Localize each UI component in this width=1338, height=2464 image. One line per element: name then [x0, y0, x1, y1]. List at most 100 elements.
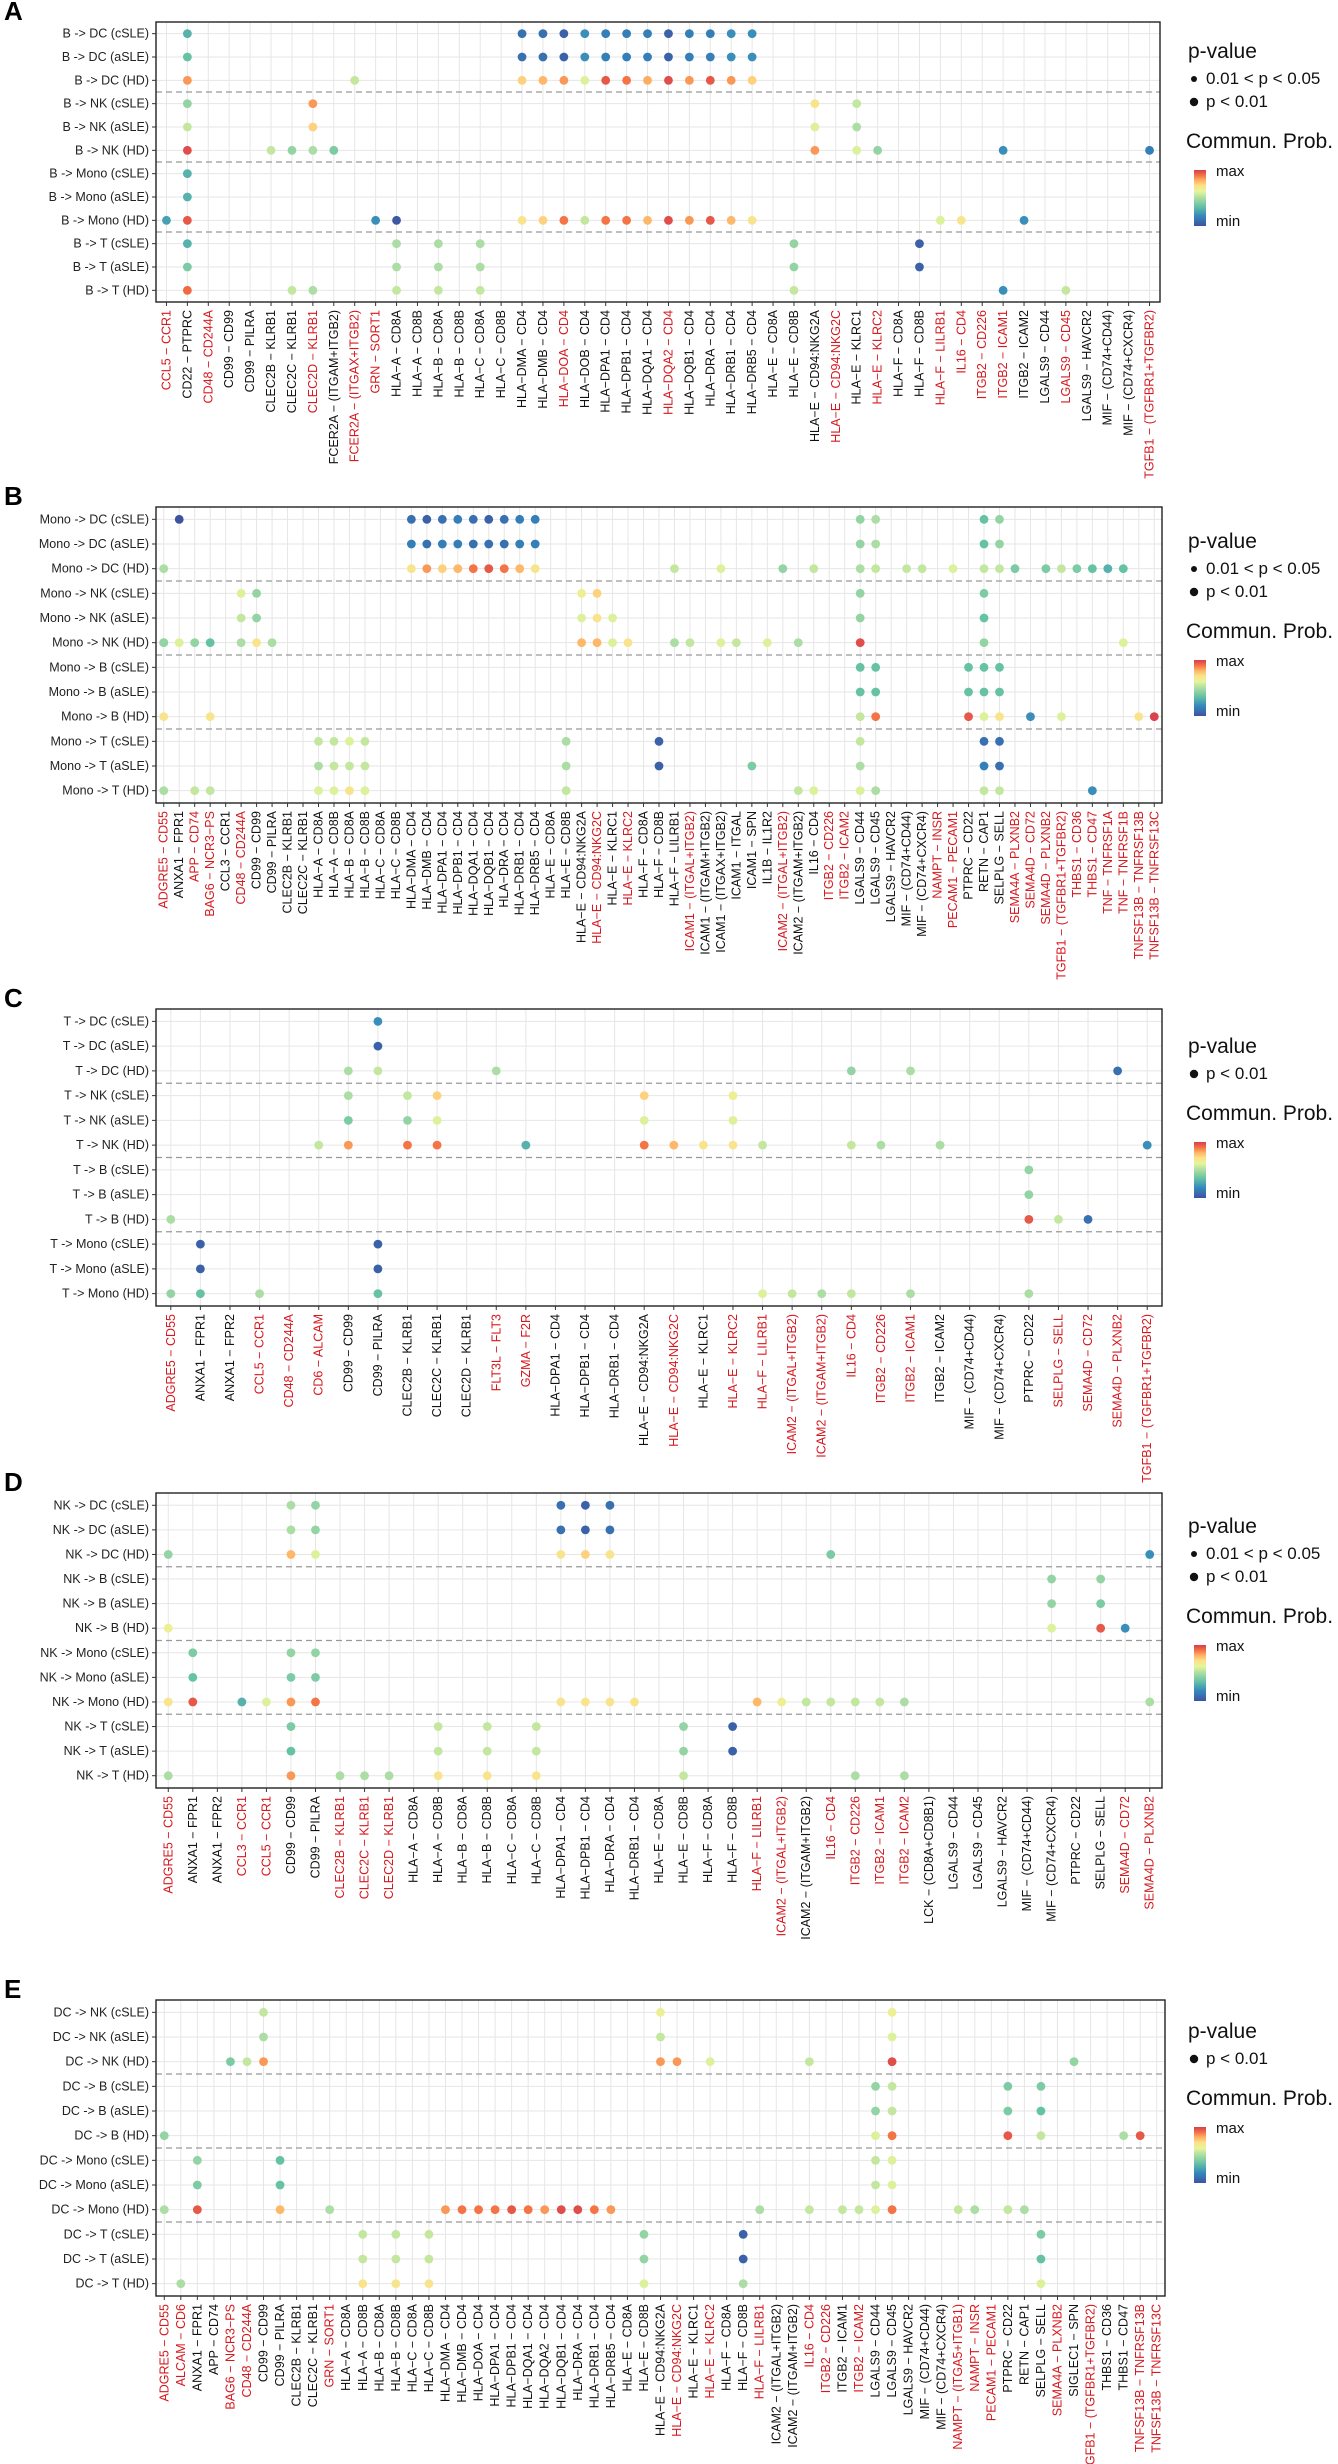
data-point: [538, 52, 548, 62]
data-point: [664, 52, 673, 62]
column-label: HLA−E − CD94:NKG2C: [829, 310, 843, 443]
legend-pvalue-item: p < 0.01: [1206, 92, 1268, 111]
data-point: [538, 215, 548, 225]
data-point: [287, 145, 297, 155]
data-point: [236, 613, 246, 623]
column-label: HLA−E − CD94:NKG2C: [590, 811, 604, 944]
data-point: [670, 564, 679, 574]
data-point: [679, 1746, 688, 1756]
column-label: PTPRC − CD22: [962, 811, 976, 900]
data-point: [623, 638, 633, 648]
data-point: [669, 1140, 679, 1150]
data-point: [887, 2032, 897, 2042]
column-label: HLA−DRB1 − CD4: [587, 2304, 601, 2408]
data-point: [475, 285, 485, 295]
column-label: ITGB2 − CD226: [874, 1314, 888, 1403]
data-point: [433, 262, 443, 272]
row-label: T -> B (HD): [85, 1212, 149, 1226]
column-label: HLA−DRA − CD4: [603, 1796, 617, 1893]
column-label: MIF − (CD74+CD44): [963, 1314, 977, 1429]
data-point: [810, 122, 820, 132]
data-point: [308, 99, 318, 109]
column-label: BAG6 − NCR3−PS: [223, 2304, 237, 2410]
data-point: [601, 75, 611, 85]
data-point: [252, 588, 261, 598]
data-point: [804, 2205, 814, 2215]
data-point: [166, 1289, 176, 1299]
column-label: ITGB2 − CD226: [848, 1796, 862, 1885]
column-label: HLA−B − CD8A: [342, 810, 356, 898]
data-point: [192, 2205, 202, 2215]
column-label: SEMA4D − PLXNB2: [1039, 811, 1053, 925]
data-point: [159, 2205, 169, 2215]
data-point: [1054, 1214, 1063, 1224]
column-label: HLA−F − CD8B: [912, 310, 926, 397]
data-point: [1083, 1214, 1093, 1224]
data-point: [855, 786, 865, 796]
data-point: [159, 786, 169, 796]
data-point: [432, 1140, 442, 1150]
data-point: [515, 564, 525, 574]
row-label: Mono -> NK (HD): [52, 636, 149, 650]
column-label: LGALS9 − HAVCR2: [996, 1796, 1010, 1907]
column-label: HLA−A − CD8A: [407, 1795, 421, 1883]
data-point: [846, 1140, 856, 1150]
column-label: HLA−B − CD8B: [389, 2304, 403, 2392]
data-point: [855, 736, 865, 746]
data-point: [360, 761, 370, 771]
row-label: DC -> T (HD): [76, 2277, 150, 2291]
column-label: HLA−DPA1 − CD4: [488, 2304, 502, 2407]
data-point: [343, 1091, 353, 1101]
data-point: [314, 786, 323, 796]
data-point: [1113, 1066, 1123, 1076]
data-point: [422, 514, 432, 524]
data-point: [871, 687, 881, 697]
column-label: MIF − (CD74+CD44): [1101, 310, 1115, 425]
data-point: [685, 638, 695, 648]
column-label: ANXA1 − FPR2: [210, 1796, 224, 1883]
data-point: [475, 239, 485, 249]
column-label: LGALS9 − HAVCR2: [884, 811, 898, 922]
legend-colorbar: [1194, 660, 1206, 716]
column-label: HLA−F − CD8A: [720, 2303, 734, 2391]
data-point: [556, 1550, 566, 1559]
legend-pvalue-dot: [1189, 2054, 1199, 2064]
data-point: [226, 2057, 235, 2067]
column-label: ICAM1 − ITGAL: [729, 811, 743, 900]
data-point: [163, 1697, 173, 1707]
legend-pvalue-dot: [1191, 566, 1197, 572]
data-point: [345, 736, 354, 746]
row-label: Mono -> T (aSLE): [50, 759, 149, 773]
column-label: ICAM1 − (ITGAM+ITGB2): [698, 811, 712, 955]
legend-pvalue-dot: [1189, 587, 1199, 597]
column-label: HLA−DMB − CD4: [536, 310, 550, 409]
data-point: [747, 215, 757, 225]
data-point: [887, 2180, 897, 2190]
column-label: THBS1 − CD36: [1070, 811, 1084, 898]
data-point: [314, 761, 323, 771]
column-label: SELPLG − SELL: [992, 811, 1006, 905]
panel-B: B Mono -> DC (cSLE) Mono -> DC (aSLE) Mono …: [4, 481, 1333, 980]
row-label: DC -> NK (HD): [65, 2055, 149, 2069]
data-point: [855, 514, 865, 524]
column-label: CLEC2D − KLRB1: [306, 310, 320, 413]
data-point: [373, 1239, 383, 1249]
data-point: [195, 1289, 205, 1299]
row-label: NK -> T (HD): [76, 1769, 149, 1783]
row-label: NK -> DC (cSLE): [53, 1498, 149, 1512]
data-point: [622, 52, 632, 62]
column-label: ANXA1 − FPR1: [190, 2304, 204, 2391]
legend-pvalue-dot: [1191, 1551, 1197, 1557]
data-point: [1145, 145, 1154, 155]
column-label: CD99 − CD99: [257, 2304, 271, 2382]
data-point: [1047, 1574, 1056, 1584]
data-point: [530, 539, 540, 549]
data-point: [373, 1041, 383, 1051]
data-point: [855, 638, 865, 648]
column-label: HLA−DPA1 − CD4: [548, 1314, 562, 1417]
data-point: [902, 564, 912, 574]
legend-pvalue-dot: [1191, 76, 1197, 82]
data-point: [453, 539, 463, 549]
data-point: [163, 1771, 173, 1781]
column-label: ITGB2 − ICAM2: [852, 2304, 866, 2393]
